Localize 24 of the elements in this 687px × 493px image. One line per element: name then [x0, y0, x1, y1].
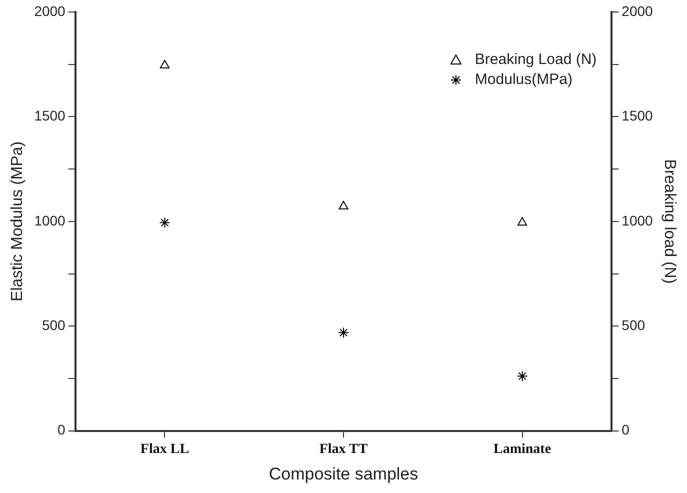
point	[516, 370, 528, 382]
point	[159, 217, 170, 228]
y-tick-label: 0	[58, 422, 66, 438]
y-tick-label: 1000	[34, 212, 66, 228]
y2-axis-title: Breaking load (N)	[660, 159, 678, 284]
point	[338, 327, 349, 338]
y2-tick-label: 0	[622, 422, 630, 438]
point	[517, 217, 528, 226]
point	[338, 200, 348, 210]
y-tick-label: 2000	[34, 2, 66, 19]
y-tick-label: 500	[42, 316, 66, 333]
y-axis-title: Elastic Modulus (MPa)	[9, 141, 26, 302]
y-tick-label: 1500	[34, 108, 66, 124]
y2-tick-label: 500	[622, 316, 646, 333]
legend-label: Breaking Load (N)	[474, 51, 597, 68]
point	[160, 60, 170, 68]
legend-label: Modulus(MPa)	[474, 71, 572, 88]
y2-tick-label: 1000	[622, 212, 654, 228]
y2-tick-label: 2000	[622, 2, 654, 19]
x-tick-label: Flax TT	[319, 442, 368, 457]
x-tick-label: Flax LL	[140, 442, 190, 457]
y2-tick-label: 1500	[622, 108, 654, 124]
x-axis-title: Composite samples	[268, 464, 418, 484]
x-tick-label: Laminate	[493, 442, 552, 457]
